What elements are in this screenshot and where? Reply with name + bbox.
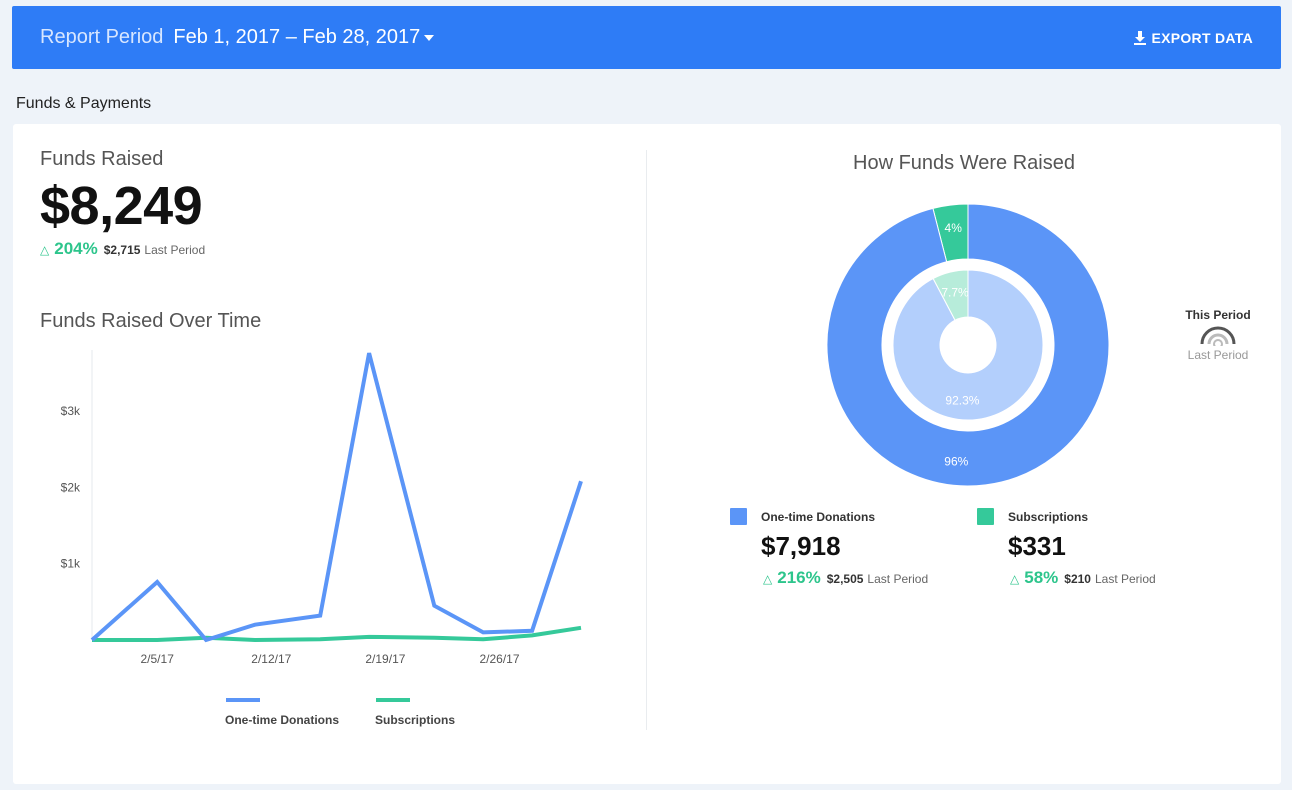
how-funds-raised-chart: 4% 96% 7.7% 92.3% (826, 203, 1110, 487)
report-period-dropdown[interactable]: Feb 1, 2017 – Feb 28, 2017 (173, 26, 435, 49)
triangle-up-icon: △ (763, 572, 773, 586)
triangle-up-icon: △ (40, 243, 50, 257)
last-period-value-label: 7.7% (941, 286, 969, 300)
funds-card: Funds Raised $8,249 △ 204% $2,715 Last P… (13, 124, 1281, 784)
delta-percent: 58% (1024, 568, 1059, 587)
legend-name: Subscriptions (1008, 509, 1089, 524)
period-legend: This Period Last Period (1173, 308, 1263, 362)
legend-one-time-donations: One-time Donations $7,918 △ 216% $2,505 … (730, 508, 928, 588)
y-tick-label: $1k (61, 557, 81, 571)
legend-delta: △ 58% $210 Last Period (1010, 568, 1156, 588)
rings-icon (1200, 326, 1236, 346)
last-period-label: Last Period (144, 243, 206, 257)
legend-label: Subscriptions (375, 713, 455, 727)
this-period-slice-one-time-donations (826, 203, 1110, 487)
funds-raised-label: Funds Raised (40, 148, 164, 170)
x-tick-label: 2/26/17 (479, 652, 519, 666)
legend-amount: $7,918 (761, 531, 841, 561)
x-tick-label: 2/12/17 (251, 652, 291, 666)
legend-label: One-time Donations (225, 713, 339, 727)
series-line-one-time-donations (90, 352, 583, 643)
legend-subscriptions: Subscriptions $331 △ 58% $210 Last Perio… (977, 508, 1156, 588)
donut-chart-title: How Funds Were Raised (853, 152, 1075, 174)
this-period-label: This Period (1185, 308, 1251, 322)
triangle-up-icon: △ (1010, 572, 1020, 586)
last-period-legend-label: Last Period (1187, 348, 1249, 362)
delta-percent: 204% (54, 239, 98, 258)
last-period-amount: $210 (1064, 572, 1091, 586)
legend-line-swatch (226, 698, 260, 702)
legend-delta: △ 216% $2,505 Last Period (763, 568, 928, 588)
this-period-value-label: 4% (945, 221, 963, 235)
last-period-amount: $2,715 (103, 243, 141, 257)
last-period-label: Last Period (1094, 572, 1156, 586)
y-tick-label: $2k (61, 480, 81, 494)
report-period-label: Report Period (40, 26, 164, 48)
funds-raised-amount: $8,249 (40, 176, 203, 236)
x-tick-label: 2/5/17 (141, 652, 175, 666)
last-period-amount: $2,505 (826, 572, 864, 586)
last-period-label: Last Period (867, 572, 929, 586)
legend-line-swatch (376, 698, 410, 702)
export-data-button[interactable]: EXPORT DATA (1134, 30, 1253, 46)
export-data-label: EXPORT DATA (1151, 29, 1253, 46)
this-period-value-label: 96% (944, 454, 968, 468)
caret-down-icon (424, 34, 435, 41)
legend-name: One-time Donations (761, 509, 876, 524)
funds-raised-delta: △ 204% $2,715 Last Period (40, 239, 620, 259)
legend-swatch (977, 508, 994, 525)
delta-percent: 216% (777, 568, 821, 587)
section-title: Funds & Payments (16, 95, 152, 112)
report-period-value: Feb 1, 2017 – Feb 28, 2017 (173, 26, 421, 48)
x-tick-label: 2/19/17 (365, 652, 405, 666)
last-period-slice-one-time-donations (892, 269, 1044, 421)
last-period-value-label: 92.3% (945, 394, 979, 408)
y-tick-label: $3k (61, 404, 81, 418)
series-line-subscriptions (92, 625, 582, 643)
download-icon (1134, 30, 1147, 45)
legend-amount: $331 (1008, 531, 1066, 561)
legend-swatch (730, 508, 747, 525)
report-header: Report Period Feb 1, 2017 – Feb 28, 2017… (12, 6, 1281, 69)
line-chart-title: Funds Raised Over Time (40, 310, 262, 332)
funds-raised-summary: Funds Raised $8,249 △ 204% $2,715 Last P… (40, 148, 620, 259)
funds-over-time-chart: $1k $2k $3k 2/5/17 2/12/17 2/19/17 2/26/17 One-… (61, 350, 583, 727)
divider (646, 150, 647, 730)
